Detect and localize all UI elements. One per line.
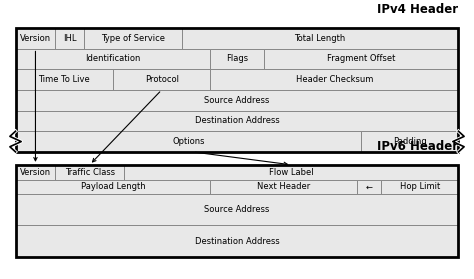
Bar <box>84 28 182 49</box>
Text: Identification: Identification <box>85 54 141 63</box>
Text: Fragment Offset: Fragment Offset <box>327 54 395 63</box>
Bar <box>16 131 361 152</box>
Bar <box>16 69 113 90</box>
Text: Total Length: Total Length <box>294 34 346 43</box>
Text: Next Header: Next Header <box>257 182 310 191</box>
Text: ←: ← <box>365 182 372 191</box>
Text: Destination Address: Destination Address <box>195 116 279 125</box>
Bar <box>16 180 210 194</box>
Text: Flags: Flags <box>226 54 248 63</box>
Text: Destination Address: Destination Address <box>195 237 279 246</box>
Bar <box>182 28 458 49</box>
Text: Hop Limit: Hop Limit <box>400 182 440 191</box>
Bar <box>16 49 210 69</box>
Bar <box>16 28 458 152</box>
Text: IPv4 Header: IPv4 Header <box>377 3 458 16</box>
Bar <box>55 165 124 180</box>
Bar <box>55 28 84 49</box>
Bar <box>16 28 55 49</box>
Bar <box>16 165 458 258</box>
Bar <box>356 180 381 194</box>
Text: Flow Label: Flow Label <box>269 168 314 177</box>
Text: Header Checksum: Header Checksum <box>296 75 373 84</box>
Bar <box>124 165 458 180</box>
Bar <box>264 49 458 69</box>
Bar <box>16 165 55 180</box>
Text: Source Address: Source Address <box>204 205 270 214</box>
Bar <box>16 194 458 225</box>
Text: Type of Service: Type of Service <box>101 34 165 43</box>
Text: Version: Version <box>20 168 51 177</box>
Bar <box>210 69 458 90</box>
Text: Version: Version <box>20 34 51 43</box>
Bar <box>361 131 458 152</box>
Bar <box>16 225 458 258</box>
Text: Source Address: Source Address <box>204 96 270 105</box>
Bar <box>16 110 458 131</box>
Text: Traffic Class: Traffic Class <box>64 168 115 177</box>
Bar <box>210 49 264 69</box>
Bar <box>113 69 210 90</box>
Text: IHL: IHL <box>63 34 76 43</box>
Bar <box>16 90 458 110</box>
Text: IPv6 Header: IPv6 Header <box>377 140 458 153</box>
Bar <box>381 180 458 194</box>
Text: Payload Length: Payload Length <box>81 182 146 191</box>
Text: Padding: Padding <box>393 137 427 146</box>
Text: Time To Live: Time To Live <box>38 75 90 84</box>
Bar <box>210 180 356 194</box>
Text: Options: Options <box>172 137 204 146</box>
Text: Protocol: Protocol <box>145 75 179 84</box>
